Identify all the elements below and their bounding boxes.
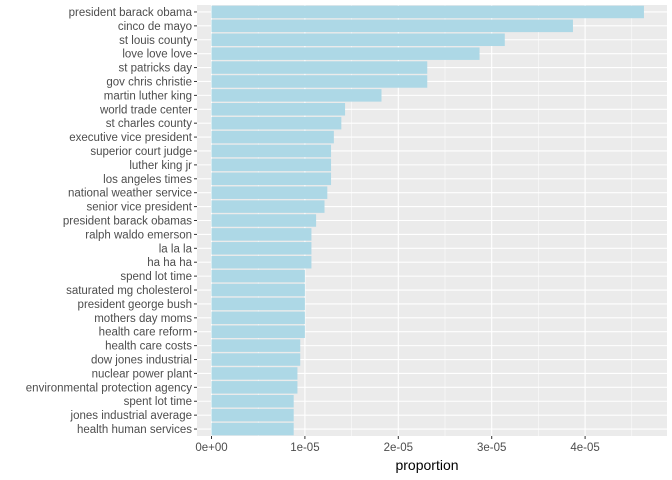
y-tick-label: superior court judge bbox=[90, 146, 192, 158]
bar bbox=[211, 103, 346, 116]
bar bbox=[211, 33, 505, 47]
bar bbox=[211, 422, 294, 436]
bar bbox=[211, 130, 334, 144]
y-tick-label: st charles county bbox=[106, 118, 193, 130]
bar bbox=[211, 339, 301, 352]
y-tick-label: st patricks day bbox=[119, 63, 193, 75]
bar bbox=[211, 172, 332, 186]
bar bbox=[211, 394, 294, 408]
bar bbox=[211, 89, 382, 102]
y-tick-label: love love love bbox=[122, 49, 192, 61]
bar bbox=[211, 144, 332, 158]
bar bbox=[211, 116, 342, 130]
bar bbox=[211, 158, 332, 172]
bar bbox=[211, 75, 428, 88]
y-tick-label: los angeles times bbox=[103, 174, 192, 186]
bar bbox=[211, 200, 325, 213]
y-tick-label: president george bush bbox=[78, 299, 192, 311]
y-tick-label: martin luther king bbox=[104, 90, 192, 102]
y-tick-label: spent lot time bbox=[124, 396, 192, 408]
y-tick-label: jones industrial average bbox=[70, 410, 192, 422]
y-tick-label: cinco de mayo bbox=[118, 21, 192, 33]
bar bbox=[211, 214, 317, 227]
bar bbox=[211, 228, 312, 241]
x-tick-label: 3e-05 bbox=[477, 442, 506, 454]
y-tick-label: environmental protection agency bbox=[26, 382, 192, 394]
y-tick-label: st louis county bbox=[119, 35, 192, 47]
x-axis-title: proportion bbox=[395, 457, 458, 473]
bar bbox=[211, 381, 298, 394]
bar bbox=[211, 255, 312, 269]
y-tick-label: gov chris christie bbox=[106, 76, 192, 88]
y-tick-label: la la la bbox=[159, 243, 193, 255]
bars bbox=[211, 5, 644, 436]
y-tick-labels: president barack obama cinco de mayo st lo… bbox=[26, 7, 197, 436]
x-tick-label: 4e-05 bbox=[570, 442, 599, 454]
y-tick-label: mothers day moms bbox=[94, 313, 192, 325]
x-tick-label: 2e-05 bbox=[384, 442, 413, 454]
y-tick-label: nuclear power plant bbox=[92, 368, 193, 380]
y-tick-label: world trade center bbox=[99, 104, 192, 116]
bar bbox=[211, 353, 301, 366]
y-tick-label: luther king jr bbox=[129, 160, 192, 172]
bar bbox=[211, 5, 644, 19]
bar bbox=[211, 297, 305, 311]
y-tick-label: health care costs bbox=[105, 341, 192, 353]
y-tick-label: national weather service bbox=[68, 188, 192, 200]
bar bbox=[211, 242, 312, 255]
bar bbox=[211, 47, 480, 60]
y-tick-label: ha ha ha bbox=[147, 257, 192, 269]
bar bbox=[211, 61, 428, 74]
y-tick-label: saturated mg cholesterol bbox=[66, 285, 192, 297]
y-tick-label: president barack obama bbox=[69, 7, 193, 19]
y-tick-label: health human services bbox=[77, 424, 192, 436]
x-tick-label: 0e+00 bbox=[195, 442, 227, 454]
bar bbox=[211, 325, 305, 338]
y-tick-label: health care reform bbox=[99, 327, 192, 339]
bar bbox=[211, 311, 305, 325]
y-tick-label: president barack obamas bbox=[63, 216, 192, 228]
bar bbox=[211, 283, 305, 297]
y-tick-label: executive vice president bbox=[69, 132, 193, 144]
bar bbox=[211, 367, 298, 380]
y-tick-label: dow jones industrial bbox=[91, 355, 192, 367]
x-axis: 0e+00 1e-05 2e-05 3e-05 4e-05 bbox=[195, 436, 600, 454]
y-tick-label: spend lot time bbox=[120, 271, 192, 283]
bar bbox=[211, 269, 305, 283]
bar bbox=[211, 19, 573, 33]
y-tick-label: senior vice president bbox=[87, 202, 193, 214]
bar bbox=[211, 186, 328, 199]
x-tick-label: 1e-05 bbox=[290, 442, 319, 454]
bar bbox=[211, 408, 294, 422]
y-tick-label: ralph waldo emerson bbox=[85, 229, 192, 241]
